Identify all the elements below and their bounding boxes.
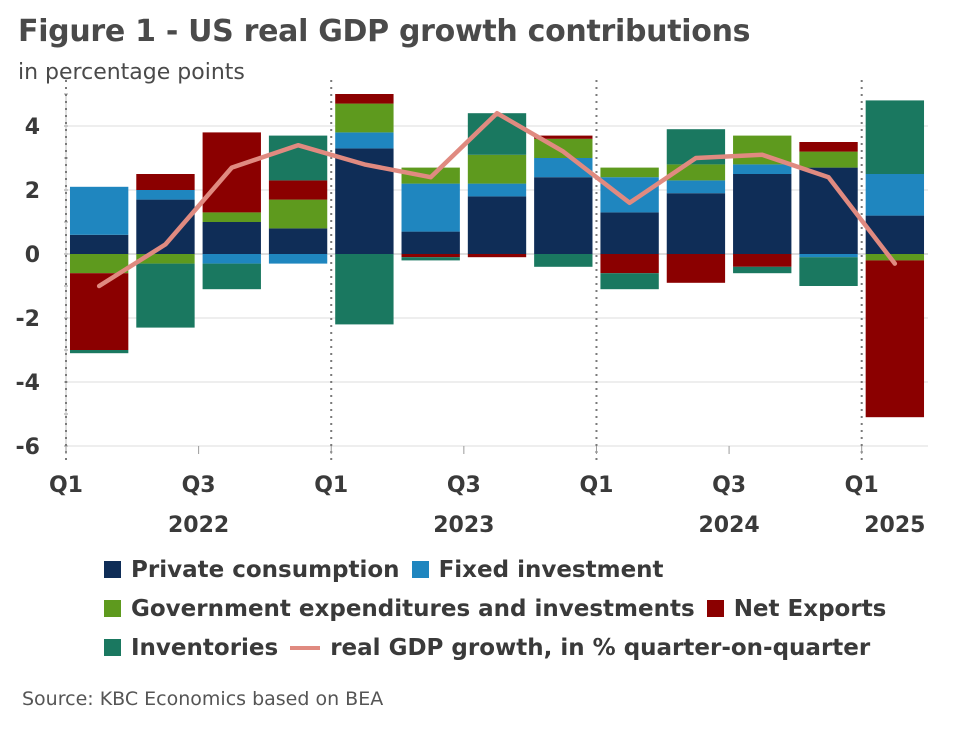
bar-inventories xyxy=(401,257,460,261)
year-label: 2022 xyxy=(168,513,229,538)
bar-government xyxy=(268,199,328,229)
legend-label: Inventories xyxy=(131,634,279,661)
x-tick-label: Q3 xyxy=(447,473,481,498)
legend-item-government: Government expenditures and investments xyxy=(104,596,695,622)
bar-inventories xyxy=(534,254,593,267)
bar-government xyxy=(467,154,527,184)
gdp-line-swatch xyxy=(290,645,321,650)
bar-private-consumption xyxy=(401,231,460,254)
bar-fixed-investment xyxy=(401,183,460,232)
legend-item-private-consumption: Private consumption xyxy=(104,557,400,583)
bar-fixed-investment xyxy=(666,180,726,194)
bar-government xyxy=(600,167,659,178)
bar-net-exports xyxy=(401,254,460,258)
bar-inventories xyxy=(865,100,925,174)
net-exports-swatch xyxy=(706,600,724,617)
legend-item-net-exports: Net Exports xyxy=(706,595,887,622)
government-swatch xyxy=(104,600,121,617)
x-tick-label: Q3 xyxy=(712,473,746,498)
fixed-investment-swatch xyxy=(411,561,429,578)
year-label: 2025 xyxy=(864,513,925,538)
bar-net-exports xyxy=(799,142,858,152)
bar-inventories xyxy=(799,257,858,286)
legend-label: Fixed investment xyxy=(438,556,664,583)
bar-inventories xyxy=(733,266,792,274)
bar-net-exports xyxy=(600,254,659,274)
bar-fixed-investment xyxy=(865,174,925,216)
y-tick-label: 4 xyxy=(25,115,40,140)
bar-private-consumption xyxy=(202,222,261,254)
bar-net-exports xyxy=(335,94,394,104)
bar-fixed-investment xyxy=(733,164,792,174)
bar-government xyxy=(335,103,394,133)
bar-inventories xyxy=(202,263,261,290)
legend-item-inventories: Inventories xyxy=(104,635,278,661)
legend-label: Private consumption xyxy=(131,556,400,583)
legend-label: Net Exports xyxy=(733,595,887,622)
bar-fixed-investment xyxy=(335,132,394,149)
bar-net-exports xyxy=(467,254,527,258)
year-label: 2024 xyxy=(698,513,759,538)
legend-row: Government expenditures and investments … xyxy=(104,589,898,628)
bar-private-consumption xyxy=(600,212,659,254)
chart-subtitle: in percentage points xyxy=(18,60,245,85)
year-label: 2023 xyxy=(433,513,494,538)
gdp-contributions-chart: -6 -4 -2 0 2 4 Q1 Q3 Q1 Q3 Q1 Q3 Q1 2022 2023 2024 2025 xyxy=(16,80,928,538)
bar-private-consumption xyxy=(799,167,858,254)
bar-inventories xyxy=(136,263,195,328)
bar-fixed-investment xyxy=(799,254,858,258)
bar-private-consumption xyxy=(666,193,726,254)
bar-private-consumption xyxy=(733,174,792,254)
bar-fixed-investment xyxy=(136,190,195,200)
bar-government xyxy=(202,212,261,222)
legend-item-gdp-line: real GDP growth, in % quarter-on-quarter xyxy=(290,635,870,661)
y-tick-label: 2 xyxy=(25,179,40,204)
y-tick-label: 0 xyxy=(25,243,40,268)
y-tick-label: -2 xyxy=(16,307,40,332)
x-tick-label: Q1 xyxy=(579,473,613,498)
bar-fixed-investment xyxy=(69,186,129,235)
bar-inventories xyxy=(600,273,659,290)
legend-row: Inventories real GDP growth, in % quarte… xyxy=(104,628,898,667)
private-consumption-swatch xyxy=(104,561,121,578)
bar-government xyxy=(136,254,195,264)
bar-fixed-investment xyxy=(268,254,328,264)
bar-inventories xyxy=(335,254,394,325)
bar-net-exports xyxy=(202,132,261,213)
x-tick-label: Q1 xyxy=(314,473,348,498)
bar-inventories xyxy=(69,350,129,354)
x-tick-label: Q3 xyxy=(182,473,216,498)
legend-label: Government expenditures and investments xyxy=(131,595,695,622)
inventories-swatch xyxy=(104,639,121,656)
bar-fixed-investment xyxy=(600,177,659,213)
y-tick-label: -4 xyxy=(16,371,40,396)
bar-fixed-investment xyxy=(202,254,261,264)
legend-row: Private consumption Fixed investment xyxy=(104,550,898,589)
bar-net-exports xyxy=(733,254,792,267)
bar-private-consumption xyxy=(467,196,527,254)
bar-fixed-investment xyxy=(467,183,527,197)
bar-government xyxy=(865,254,925,261)
source-note: Source: KBC Economics based on BEA xyxy=(22,688,384,710)
bar-net-exports xyxy=(136,174,195,190)
legend-item-fixed-investment: Fixed investment xyxy=(411,556,664,583)
legend-label: real GDP growth, in % quarter-on-quarter xyxy=(330,634,871,661)
bar-inventories xyxy=(268,135,328,181)
bar-net-exports xyxy=(865,260,925,418)
y-tick-label: -6 xyxy=(16,435,40,460)
bar-net-exports xyxy=(268,180,328,200)
x-tick-label: Q1 xyxy=(845,473,879,498)
chart-legend: Private consumption Fixed investment Gov… xyxy=(104,550,898,667)
bar-net-exports xyxy=(666,254,726,283)
bar-net-exports xyxy=(534,135,593,139)
x-tick-label: Q1 xyxy=(49,473,83,498)
bar-private-consumption xyxy=(268,228,328,254)
bar-private-consumption xyxy=(534,177,593,254)
gdp-growth-line xyxy=(96,110,898,289)
bar-government xyxy=(69,254,129,274)
bar-government xyxy=(799,151,858,168)
chart-title: Figure 1 - US real GDP growth contributi… xyxy=(18,14,751,49)
bar-private-consumption xyxy=(69,234,129,254)
